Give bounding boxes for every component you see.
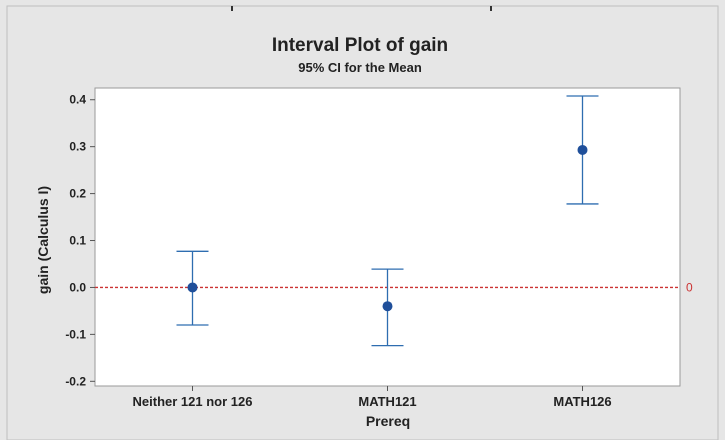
chart-title: Interval Plot of gain [272,35,448,56]
x-axis: Neither 121 nor 126 MATH121 MATH126 [133,386,612,409]
x-tick-label: MATH121 [358,394,416,409]
y-tick-label: -0.1 [65,327,86,341]
y-axis-label: gain (Calculus I) [35,186,51,294]
y-tick-label: -0.2 [65,374,86,388]
mean-point [187,282,198,293]
mean-point [382,301,393,312]
x-tick-label: MATH126 [553,394,611,409]
chart-subtitle: 95% CI for the Mean [298,60,422,75]
y-axis: 0.4 0.3 0.2 0.1 0.0 -0.1 -0.2 [65,93,95,388]
y-tick-label: 0.4 [69,93,86,107]
y-tick-label: 0.1 [69,234,86,248]
mean-point [577,144,588,155]
reference-line-label: 0 [686,280,693,294]
intervals-group [176,95,599,347]
y-tick-label: 0.3 [69,140,86,154]
y-tick-label: 0.2 [69,187,86,201]
x-axis-label: Prereq [366,413,410,429]
x-tick-label: Neither 121 nor 126 [133,394,253,409]
y-tick-label: 0.0 [69,280,86,294]
cropped-heading-fragment [231,6,492,11]
